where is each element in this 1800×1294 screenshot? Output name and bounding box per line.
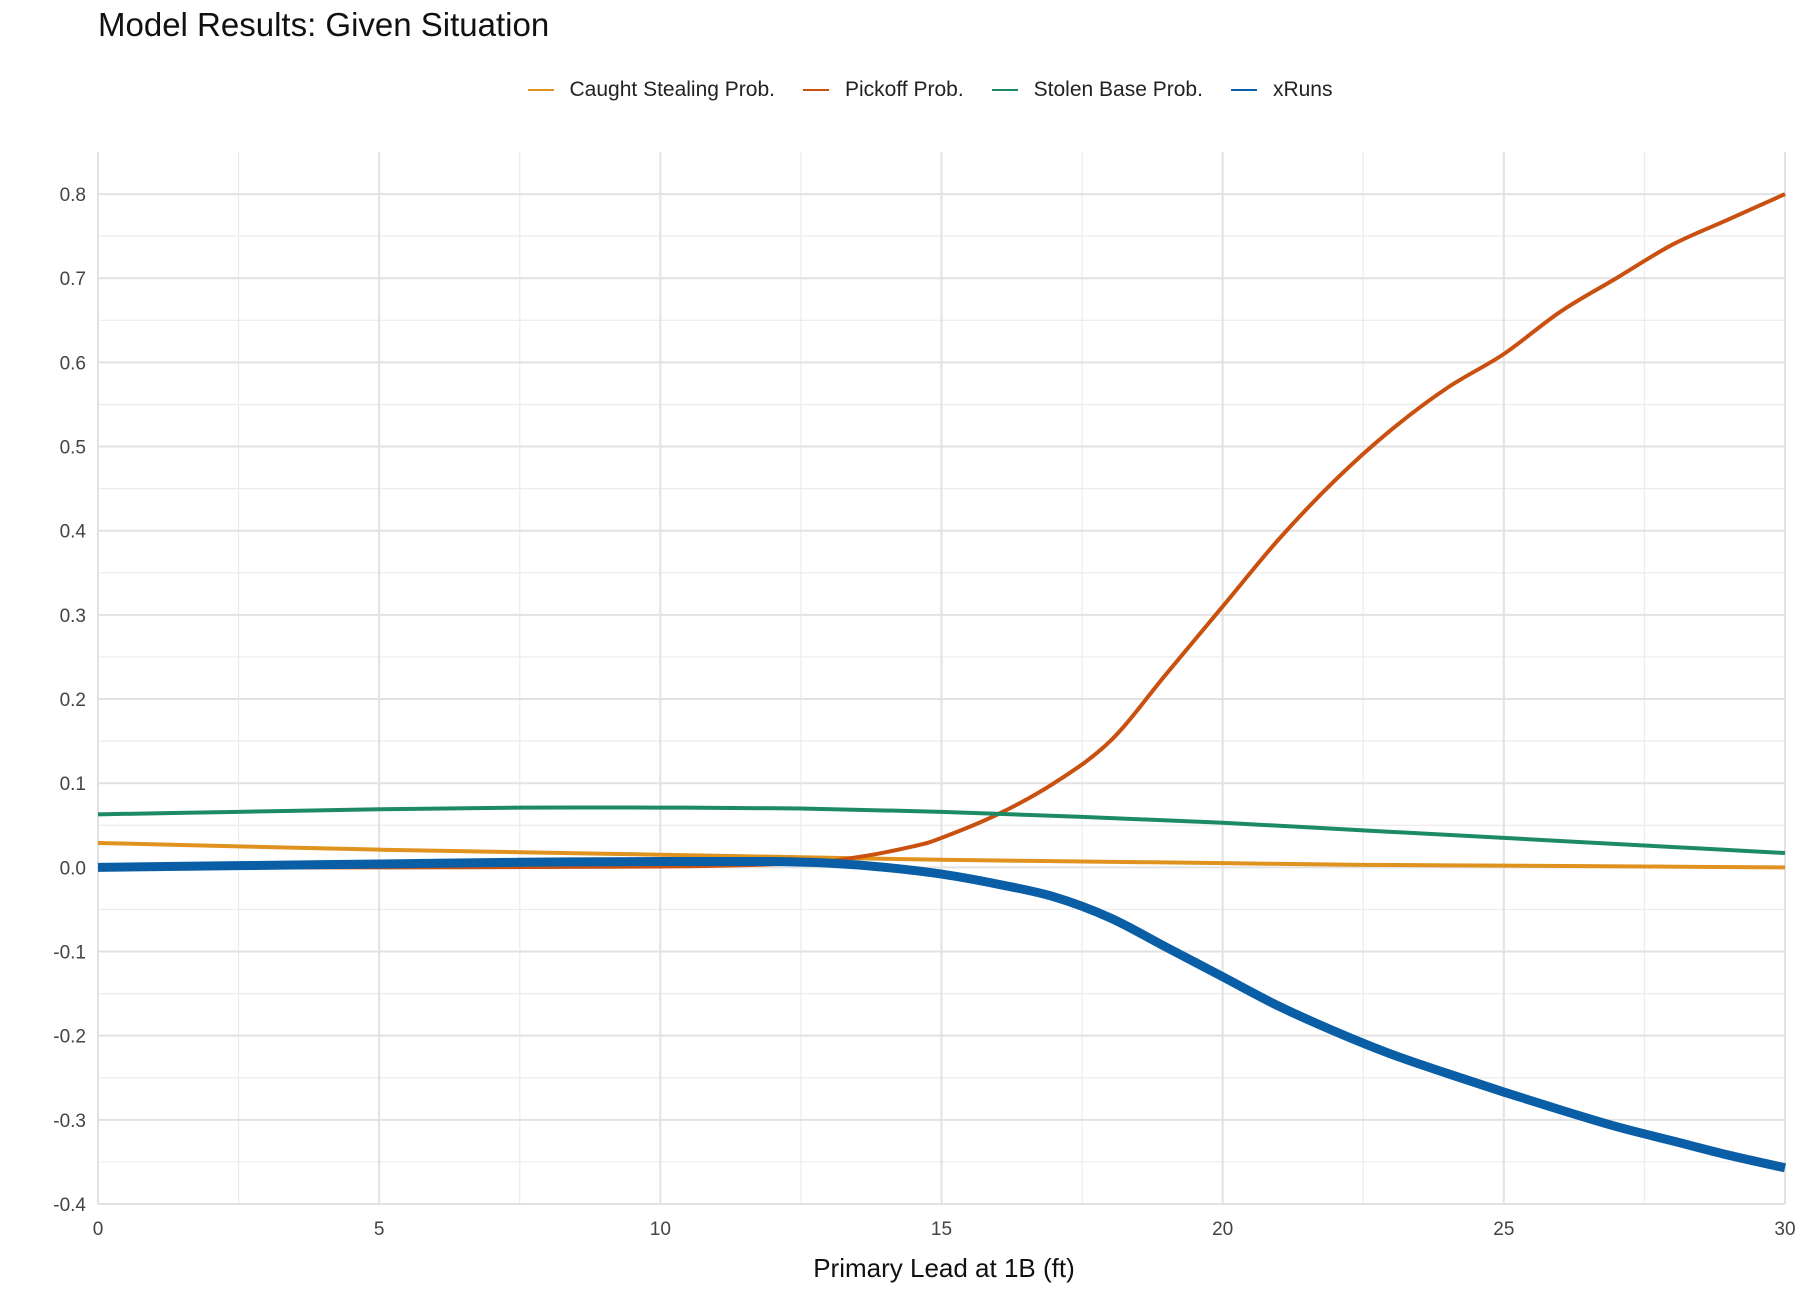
legend: Caught Stealing Prob. Pickoff Prob. Stolen… xyxy=(0,78,1800,102)
y-tick-label: 0.7 xyxy=(60,269,86,290)
legend-item-caught-stealing-prob: Caught Stealing Prob. xyxy=(527,78,775,102)
y-tick-label: 0.1 xyxy=(60,774,86,795)
y-tick-label: -0.4 xyxy=(53,1195,86,1216)
y-tick-label: -0.2 xyxy=(53,1027,86,1048)
chart-title: Model Results: Given Situation xyxy=(98,6,550,43)
series-layer xyxy=(97,192,1786,1173)
x-tick-label: 10 xyxy=(650,1219,671,1240)
y-tick-labels: -0.4 -0.3 -0.2 -0.1 0.0 0.1 0.2 0.3 0.4 0.5 0.6 0.7… xyxy=(53,185,86,1216)
major-gridlines xyxy=(97,152,1786,1205)
y-tick-label: -0.3 xyxy=(53,1111,86,1132)
legend-key-xruns xyxy=(1230,89,1257,91)
y-tick-label: 0.5 xyxy=(60,438,86,459)
legend-key-stolen-base-prob xyxy=(991,89,1018,91)
legend-item-xruns: xRuns xyxy=(1230,78,1333,102)
series-line-stolen-base-prob xyxy=(97,805,1786,856)
x-tick-label: 20 xyxy=(1212,1219,1233,1240)
series-line-pickoff-prob xyxy=(97,192,1786,870)
y-tick-label: 0.4 xyxy=(60,522,87,543)
y-tick-label: 0.8 xyxy=(60,185,86,206)
x-tick-label: 5 xyxy=(374,1219,385,1240)
y-tick-label: 0.3 xyxy=(60,606,86,627)
x-tick-labels: 0 5 10 15 20 25 30 xyxy=(93,1219,1796,1240)
y-tick-label: 0.0 xyxy=(60,858,86,879)
legend-label: Caught Stealing Prob. xyxy=(569,78,775,101)
y-tick-label: 0.6 xyxy=(60,353,86,374)
y-tick-label: -0.1 xyxy=(53,943,86,964)
series-line-caught-stealing-prob xyxy=(97,840,1786,870)
legend-item-stolen-base-prob: Stolen Base Prob. xyxy=(991,78,1203,102)
x-tick-label: 30 xyxy=(1774,1219,1795,1240)
x-tick-label: 15 xyxy=(931,1219,952,1240)
legend-item-pickoff-prob: Pickoff Prob. xyxy=(802,78,964,102)
legend-key-caught-stealing-prob xyxy=(527,89,554,91)
x-axis-title: Primary Lead at 1B (ft) xyxy=(813,1253,1075,1283)
x-tick-label: 25 xyxy=(1493,1219,1514,1240)
legend-key-pickoff-prob xyxy=(802,89,829,91)
legend-label: Stolen Base Prob. xyxy=(1033,78,1203,101)
y-tick-label: 0.2 xyxy=(60,690,86,711)
x-tick-label: 0 xyxy=(93,1219,104,1240)
legend-label: Pickoff Prob. xyxy=(844,78,964,101)
legend-label: xRuns xyxy=(1272,78,1333,101)
series-line-xruns xyxy=(97,856,1786,1173)
